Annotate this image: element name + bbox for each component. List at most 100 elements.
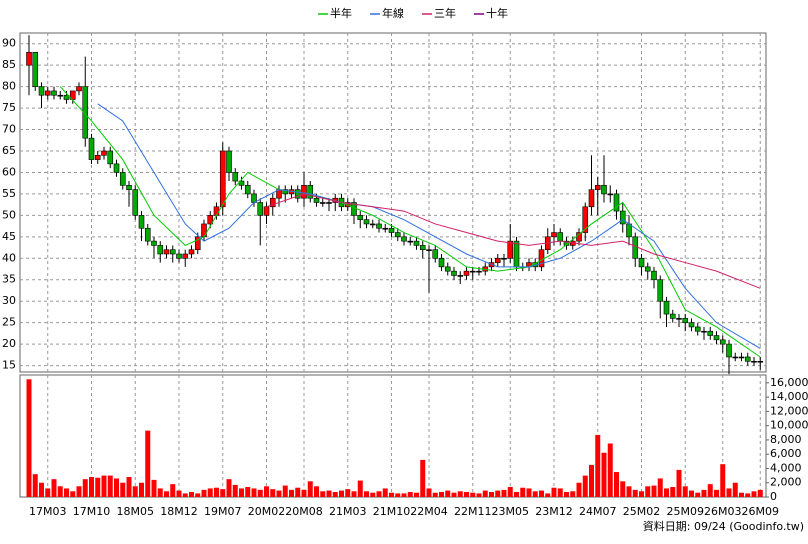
candle-body: [413, 240, 420, 246]
volume-bar: [226, 479, 232, 497]
volume-bar: [576, 482, 582, 497]
volume-bar: [695, 492, 701, 497]
volume-bar: [501, 489, 507, 497]
volume-bar: [582, 475, 588, 497]
candle-body: [757, 360, 764, 363]
x-tick-label: 23M05: [492, 505, 530, 518]
candle-body: [713, 335, 720, 341]
volume-bar: [601, 452, 607, 497]
y2-tick-label: 6,000: [770, 447, 802, 460]
volume-bar: [157, 488, 163, 497]
candle-body: [301, 185, 307, 199]
candle-body: [32, 52, 39, 87]
volume-bar: [507, 487, 513, 497]
volume-bar: [726, 488, 732, 497]
y-tick-label: 40: [2, 251, 16, 264]
volume-bar: [482, 490, 488, 497]
candle-body: [169, 249, 176, 255]
volume-bar: [89, 477, 94, 497]
candle-body: [469, 270, 476, 273]
candle-body: [44, 90, 51, 96]
candle-body: [638, 257, 645, 268]
volume-bar: [589, 464, 594, 497]
candle-body: [163, 249, 170, 255]
candle-body: [426, 249, 432, 252]
y-tick-label: 90: [2, 37, 16, 50]
volume-bar: [364, 491, 369, 497]
volume-bar: [339, 490, 344, 497]
y-tick-label: 50: [2, 208, 16, 221]
y-tick-label: 70: [2, 123, 16, 136]
x-tick-label: 19M07: [204, 505, 242, 518]
candle-body: [82, 86, 89, 139]
volume-bar: [526, 488, 532, 497]
volume-bar: [451, 492, 457, 497]
volume-bar: [701, 489, 707, 497]
y-tick-label: 45: [2, 230, 16, 243]
volume-bar: [682, 486, 688, 497]
volume-bar: [470, 492, 476, 497]
volume-bar: [51, 479, 57, 497]
volume-bar: [282, 485, 288, 497]
candle-body: [307, 185, 314, 199]
x-tick-label: 18M05: [117, 505, 155, 518]
candle-body: [432, 249, 439, 259]
candle-body: [107, 150, 114, 165]
y-tick-label: 85: [2, 58, 16, 71]
candle-body: [213, 206, 220, 216]
volume-bar: [595, 434, 601, 497]
y-tick-label: 55: [2, 187, 16, 200]
ma-line: [59, 86, 761, 358]
candle-body: [632, 236, 639, 259]
volume-bar: [676, 469, 682, 497]
candle-body: [119, 172, 126, 186]
volume-bar: [289, 489, 294, 497]
volume-bar: [26, 379, 32, 497]
volume-bar: [139, 482, 144, 497]
candle-body: [394, 232, 401, 238]
candle-body: [744, 356, 751, 362]
candle-body: [69, 90, 76, 100]
volume-bar: [476, 493, 482, 497]
y2-tick-label: 2,000: [770, 476, 802, 489]
volume-bar: [751, 491, 757, 497]
candle-body: [326, 202, 332, 204]
volume-bar: [214, 487, 219, 497]
candle-body: [132, 189, 139, 216]
volume-bar: [70, 491, 76, 497]
volume-bar: [645, 486, 651, 497]
volume-bar: [401, 493, 407, 497]
candle-body: [76, 86, 82, 92]
volume-bar: [207, 488, 213, 497]
volume-bar: [332, 492, 338, 497]
volume-bar: [514, 492, 519, 497]
volume-bar: [745, 493, 751, 497]
candle-body: [407, 240, 414, 243]
volume-bar: [57, 486, 63, 497]
x-tick-label: 21M03: [329, 505, 367, 518]
candle-body: [244, 185, 251, 195]
candle-body: [463, 270, 470, 276]
y-tick-label: 30: [2, 294, 16, 307]
volume-bar: [532, 491, 538, 497]
candle-body: [51, 90, 57, 96]
y2-tick-label: 14,000: [770, 390, 808, 403]
candle-body: [707, 330, 714, 336]
x-tick-label: 21M10: [373, 505, 411, 518]
candle-body: [363, 219, 370, 225]
candle-body: [551, 232, 557, 238]
candle-body: [188, 249, 195, 255]
legend-label: 年線: [382, 6, 404, 20]
ma-line: [266, 193, 761, 289]
x-tick-label: 25M02: [623, 505, 661, 518]
volume-bar: [151, 479, 157, 497]
candle-body: [694, 326, 701, 332]
volume-bar: [376, 491, 382, 497]
volume-bar: [189, 492, 194, 497]
volume-bar: [426, 488, 432, 497]
candle-body: [376, 223, 382, 229]
volume-bar: [276, 490, 282, 497]
volume-bar: [607, 443, 613, 497]
x-tick-label: 24M07: [579, 505, 617, 518]
